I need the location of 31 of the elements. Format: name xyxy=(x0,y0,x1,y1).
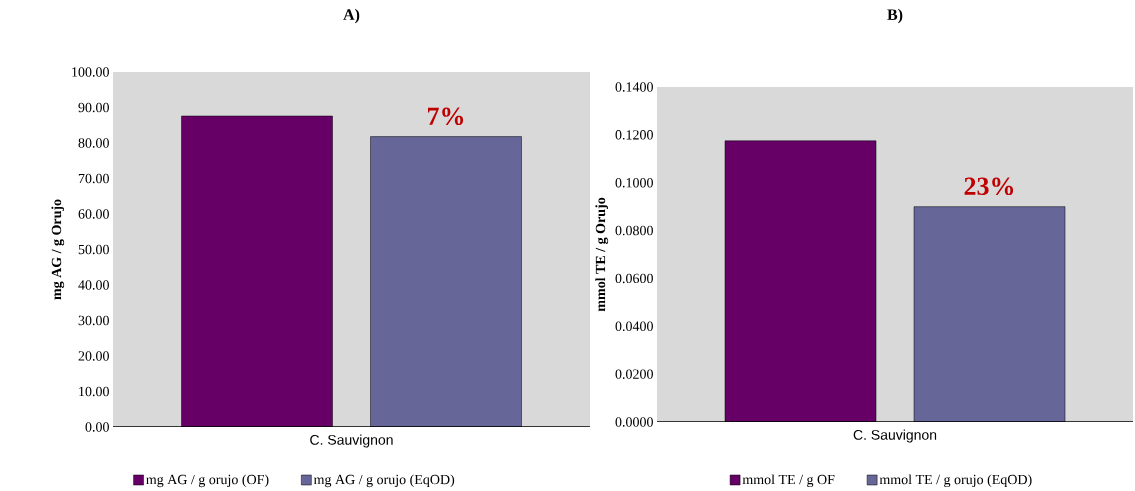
y-tick-label: 80.00 xyxy=(78,138,109,148)
y-tick-label: 40.00 xyxy=(78,280,109,290)
legend-label: mmol TE / g OF xyxy=(742,474,835,488)
y-tick-label: 20.00 xyxy=(78,351,109,361)
legend-label: mg AG / g orujo (EqOD) xyxy=(313,474,455,488)
x-tick-label: C. Sauvignon xyxy=(853,429,937,443)
y-tick-label: 0.0200 xyxy=(615,369,653,379)
y-tick-label: 0.1200 xyxy=(615,130,653,140)
y-tick-label: 90.00 xyxy=(78,102,109,113)
y-axis-title: mg AG / g Orujo xyxy=(51,199,65,300)
y-tick-label: 0.1000 xyxy=(615,177,653,188)
x-tick-label: C. Sauvignon xyxy=(310,434,393,448)
y-tick-label: 0.1400 xyxy=(615,82,653,92)
y-tick-label: 60.00 xyxy=(78,209,109,219)
y-tick-label: 0.0800 xyxy=(615,225,653,236)
y-tick-label: 70.00 xyxy=(78,173,109,184)
y-tick-label: 0.0400 xyxy=(615,321,653,332)
chart-title: A) xyxy=(343,8,360,24)
y-tick-label: 50.00 xyxy=(78,244,109,255)
y-tick-label: 10.00 xyxy=(79,386,109,397)
y-tick-label: 0.00 xyxy=(85,422,109,432)
legend-label: mmol TE / g orujo (EqOD) xyxy=(879,474,1032,488)
y-tick-label: 100.00 xyxy=(72,67,109,77)
legend-label: mg AG / g orujo (OF) xyxy=(146,474,269,488)
y-tick-label: 30.00 xyxy=(78,315,109,326)
annotation: 23% xyxy=(964,177,1014,196)
annotation: 7% xyxy=(427,107,464,126)
y-tick-label: 0.0600 xyxy=(615,273,653,284)
y-axis-title: mmol TE / g Orujo xyxy=(595,197,609,312)
chart-title: B) xyxy=(887,8,903,24)
y-tick-label: 0.0000 xyxy=(615,417,653,427)
